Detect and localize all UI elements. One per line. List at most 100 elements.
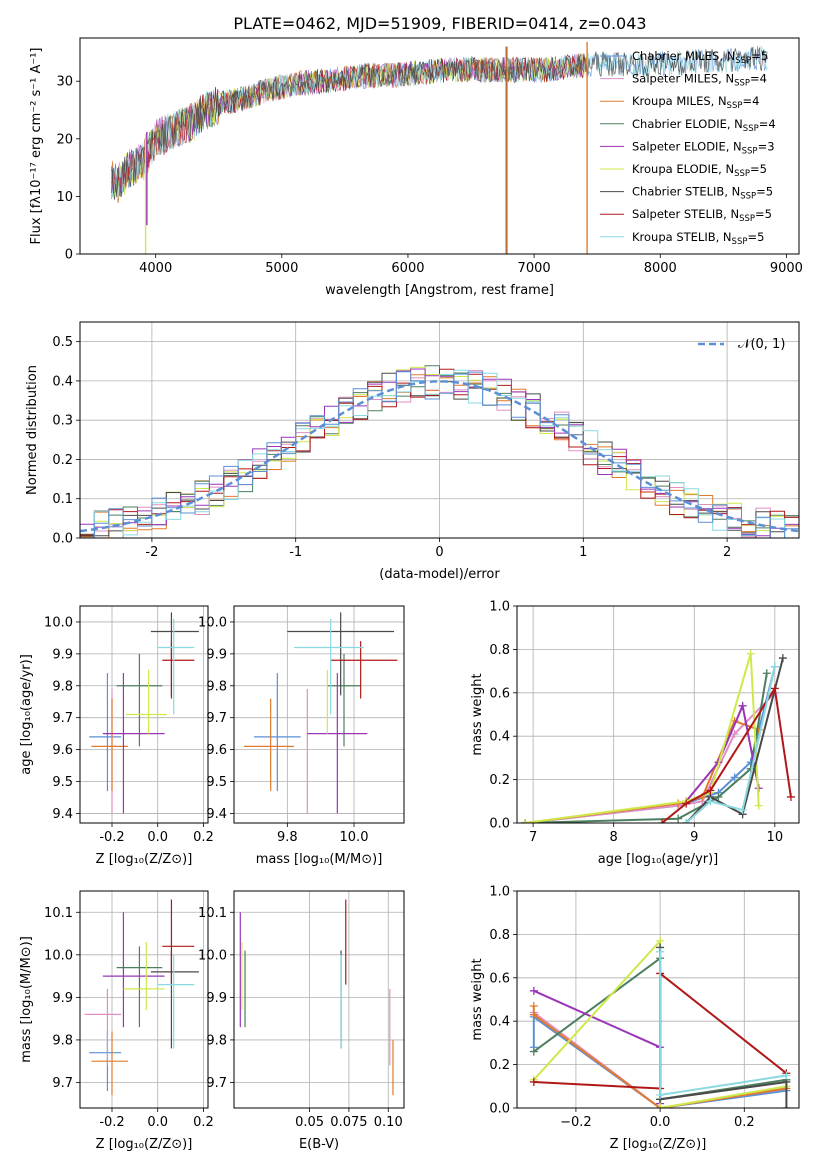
spectrum-line-chabrier_stelib [111,47,768,200]
weight-marker-kroupa_stelib [738,805,747,814]
weight-marker-kroupa_stelib [770,662,779,671]
spectrum-xlabel: wavelength [Angstrom, rest frame] [325,283,554,298]
legend-label-main: Kroupa STELIB, N [632,230,732,244]
x-tick-label: 1 [579,545,587,560]
weight-marker-chabrier_elodie [762,669,771,678]
y-tick-label: 9.4 [206,807,227,822]
gaussian-curve [80,380,799,533]
x-tick-label: -1 [289,545,302,560]
y-tick-label: 10.0 [198,615,227,630]
residuals-xlabel: (data-model)/error [379,567,500,582]
x-tick-label: 5000 [265,261,298,276]
weight-marker-kroupa_stelib [782,1071,791,1080]
weight-marker-kroupa_stelib [682,819,691,823]
figure-title: PLATE=0462, MJD=51909, FIBERID=0414, z=0… [233,14,646,33]
x-tick-label: 8 [610,830,618,845]
weight_vs_age-ylabel: mass weight [470,673,485,755]
legend-label-chabrier_miles: Chabrier MILES, NSSP=5 [632,49,768,66]
y-tick-label: 0.3 [52,414,73,429]
legend-label-main: Salpeter STELIB, N [632,207,739,221]
legend-label-suffix: =4 [742,94,759,108]
weight-line-kroupa_stelib [685,666,776,823]
legend-label-sub: SSP [742,146,758,156]
mass_vs_Z-xlabel: Z [log₁₀(Z/Z⊙)] [96,1137,193,1152]
weight-marker-salpeter_stelib [706,786,715,795]
legend-label-suffix: =5 [747,230,764,244]
y-tick-label: 9.5 [206,775,227,790]
histogram-kroupa_stelib [80,369,799,538]
y-tick-label: 9.7 [206,711,227,726]
y-tick-label: 0.0 [489,1102,510,1117]
weight_vs_Z-xlabel: Z [log₁₀(Z/Z⊙)] [610,1137,707,1152]
x-tick-label: 7 [529,830,537,845]
legend-label-sub: SSP [743,124,759,134]
y-tick-label: 1.0 [489,885,510,900]
y-tick-label: 0.2 [489,773,510,788]
residuals-panel: -2 -1 0 1 2 0.0 0.1 0.2 0.3 0.4 0.5 (data-model)/er… [25,321,800,582]
legend-label-main: Kroupa ELODIE, N [632,162,734,176]
weight-marker-kroupa_elodie [746,649,755,658]
legend-label-main: Chabrier MILES, N [632,49,735,63]
x-tick-label: 0.2 [734,1115,755,1130]
y-tick-label: 0.2 [52,453,73,468]
x-tick-label: 0.10 [374,1115,403,1130]
legend-label-suffix: =5 [756,185,773,199]
legend-label-main: Chabrier STELIB, N [632,185,740,199]
y-tick-label: 30 [56,75,73,90]
legend-label-suffix: =5 [750,162,767,176]
x-tick-label: -2 [145,545,158,560]
legend-label-sub: SSP [739,214,755,224]
x-tick-label: 10 [767,830,784,845]
y-tick-label: 0.1 [52,492,73,507]
weight-marker-salpeter_stelib [786,792,795,801]
y-tick-label: 10.0 [44,615,73,630]
y-tick-label: 9.8 [52,1033,73,1048]
age_vs_mass-marks [244,612,398,814]
y-tick-label: 10.1 [44,906,73,921]
weight-marker-kroupa_elodie [656,1104,665,1108]
weight-marker-kroupa_stelib [656,1090,665,1099]
legend-label-suffix: =3 [758,139,775,153]
weight-marker-chabrier_elodie [674,814,683,823]
y-tick-label: 9.4 [52,807,73,822]
y-tick-label: 9.8 [206,1033,227,1048]
weight-marker-salpeter_stelib [682,799,691,808]
x-tick-label: 0.05 [295,1115,324,1130]
legend-label-suffix: =4 [759,117,776,131]
y-tick-label: 1.0 [489,600,510,615]
age_vs_Z-ylabel: age [log₁₀(age/yr)] [19,654,34,775]
x-tick-label: 9 [690,830,698,845]
legend-label-salpeter_miles: Salpeter MILES, NSSP=4 [632,72,767,89]
x-tick-label: 0.0 [147,1115,168,1130]
legend-label-sub: SSP [727,101,743,111]
weight_vs_Z-plot-area [517,891,799,1108]
mass_vs_ebv-marks [239,899,394,1096]
legend-label-chabrier_elodie: Chabrier ELODIE, NSSP=4 [632,117,776,134]
age_vs_mass-xlabel: mass [log₁₀(M/M⊙)] [256,852,383,867]
y-tick-label: 20 [56,132,73,147]
x-tick-label: 0.2 [193,830,214,845]
mass_vs_ebv-panel: 0.05 0.075 0.10 9.7 9.8 9.9 10.0 10.1 E(B-V) [198,890,405,1152]
weight-marker-chabrier_stelib [782,1104,791,1108]
x-tick-label: 9000 [770,261,803,276]
age_vs_Z-panel: -0.2 0.0 0.2 9.4 9.5 9.6 9.7 9.8 9.9 10.0 Z [log₁₀… [19,605,214,867]
weight-marker-kroupa_miles [529,1010,538,1019]
weight-line-salpeter_elodie [685,702,760,802]
legend-label-suffix: =4 [750,72,767,86]
spectrum-panel: 4000 5000 6000 7000 8000 9000 0 10 20 30 wavelengt… [29,37,803,298]
mass_vs_Z-panel: -0.2 0.0 0.2 9.7 9.8 9.9 10.0 10.1 Z [log₁₀(Z/Z⊙… [19,890,214,1152]
legend-label-kroupa_miles: Kroupa MILES, NSSP=4 [632,94,759,111]
mass_vs_Z-plot-area [80,891,208,1108]
x-tick-label: 0.0 [147,830,168,845]
y-tick-label: 9.8 [206,679,227,694]
x-tick-label: 8000 [644,261,677,276]
y-tick-label: 9.9 [206,647,227,662]
y-tick-label: 0.8 [489,643,510,658]
y-tick-label: 10.0 [198,948,227,963]
age_vs_mass-panel: 9.8 10.0 9.4 9.5 9.6 9.7 9.8 9.9 10.0 mass [log₁₀… [198,605,405,867]
age_vs_mass-frame [233,605,405,824]
y-tick-label: 0.2 [489,1058,510,1073]
legend-label-kroupa_stelib: Kroupa STELIB, NSSP=5 [632,230,764,247]
